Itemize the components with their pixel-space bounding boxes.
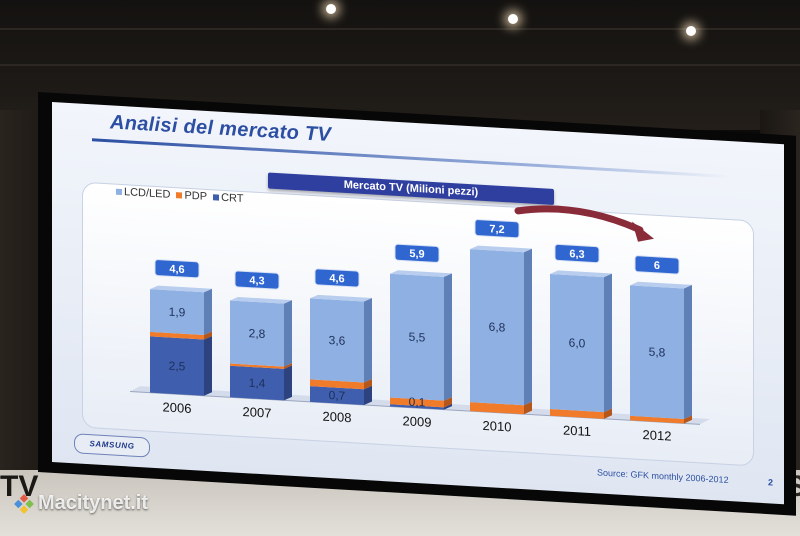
bar-top-2006 [150,285,212,293]
data-label-crt-2009: 0,1 [409,395,426,410]
data-label-lcd-2006: 1,9 [169,305,186,320]
bar-side-lcd-led-2006 [204,288,212,336]
trend-arrow-head [632,221,654,242]
total-badge-2006 [154,259,200,279]
bar-segment-crt-2008 [310,386,364,405]
bar-side-crt-2006 [204,335,212,396]
total-label-2007: 4,3 [249,275,264,288]
total-badge-2009 [394,243,440,263]
bar-segment-crt-2007 [230,365,284,401]
bar-top-2009 [390,270,452,277]
bar-side-lcd-led-2012 [684,284,692,419]
bar-segment-lcd-led-2008 [310,298,364,383]
bar-segment-pdp-2012 [630,415,684,424]
bar-segment-pdp-2006 [150,331,204,340]
macitynet-logo-icon [14,493,34,514]
bar-segment-lcd-led-2010 [470,249,524,406]
bar-segment-pdp-2010 [470,402,524,415]
bar-side-crt-2008 [364,385,372,405]
data-label-lcd-2009: 5,5 [409,330,426,345]
bar-segment-lcd-led-2006 [150,289,204,336]
ceiling-truss [0,28,800,30]
x-tick-label-2011: 2011 [563,422,591,439]
total-badge-2012 [634,255,680,275]
bar-side-lcd-led-2011 [604,273,612,413]
data-label-lcd-2008: 3,6 [329,333,346,348]
data-label-crt-2008: 0,7 [329,388,346,403]
bar-side-crt-2009 [444,403,452,410]
watermark-text: Macitynet.it [38,492,149,514]
bar-segment-lcd-led-2007 [230,300,284,367]
total-label-2012: 6 [654,260,660,272]
total-label-2006: 4,6 [169,263,184,276]
bar-side-lcd-led-2010 [524,248,532,406]
total-label-2011: 6,3 [569,248,584,261]
bar-side-pdp-2012 [684,415,692,424]
bar-segment-crt-2006 [150,336,204,396]
data-label-crt-2007: 1,4 [249,376,266,391]
bar-side-pdp-2011 [604,408,612,419]
x-tick-label-2012: 2012 [643,427,672,444]
total-badge-2008 [314,268,360,288]
trend-arrow [514,205,644,234]
bar-top-2011 [550,270,612,278]
bar-side-pdp-2010 [524,401,532,415]
x-tick-label-2010: 2010 [483,418,512,435]
ceiling-light [508,14,518,24]
bar-side-lcd-led-2007 [284,300,292,367]
bar-segment-pdp-2008 [310,379,364,390]
bar-side-lcd-led-2009 [444,273,452,401]
bar-segment-lcd-led-2011 [550,273,604,413]
total-badge-2011 [554,243,600,264]
bar-top-2010 [470,245,532,253]
x-tick-label-2008: 2008 [323,409,352,426]
bar-segment-lcd-led-2012 [630,285,684,419]
bar-side-crt-2007 [284,365,292,401]
bar-segment-pdp-2009 [390,397,444,408]
bar-segment-lcd-led-2009 [390,273,444,401]
x-tick-label-2009: 2009 [403,413,432,430]
data-label-crt-2006: 2,5 [169,359,186,374]
ceiling-light [686,26,696,36]
total-label-2009: 5,9 [409,248,424,261]
data-label-lcd-2011: 6,0 [569,336,586,351]
bar-side-pdp-2008 [364,378,372,390]
ceiling-light [326,4,336,14]
bar-top-2007 [230,296,292,304]
bar-segment-pdp-2011 [550,408,604,419]
total-badge-2007 [234,270,280,290]
bar-top-2008 [310,294,372,302]
bar-side-pdp-2006 [204,331,212,340]
bar-side-lcd-led-2008 [364,297,372,383]
x-tick-label-2006: 2006 [163,399,192,416]
data-label-lcd-2010: 6,8 [489,320,506,335]
watermark: Macitynet.it [14,492,148,515]
ceiling-truss [0,64,800,66]
slide-number: 2 [768,477,774,488]
total-label-2010: 7,2 [489,223,504,236]
data-label-lcd-2012: 5,8 [649,345,666,360]
total-badge-2010 [474,219,520,239]
bar-side-pdp-2009 [444,397,452,408]
wall-lettering: TV [0,470,39,503]
total-label-2008: 4,6 [329,272,344,285]
x-tick-label-2007: 2007 [243,404,272,421]
presentation-slide: Analisi del mercato TV Mercato TV (Milio… [52,102,784,505]
data-label-lcd-2007: 2,8 [249,326,266,341]
bar-side-pdp-2007 [284,363,292,369]
bar-segment-crt-2009 [390,404,444,410]
bar-segment-pdp-2007 [230,363,284,369]
bar-top-2012 [630,281,692,289]
stacked-bar-chart: 1,9 2,5 4,6 2006 2,8 1,4 4,3 2007 3,6 0,7 4,6 2008 5… [130,205,710,444]
